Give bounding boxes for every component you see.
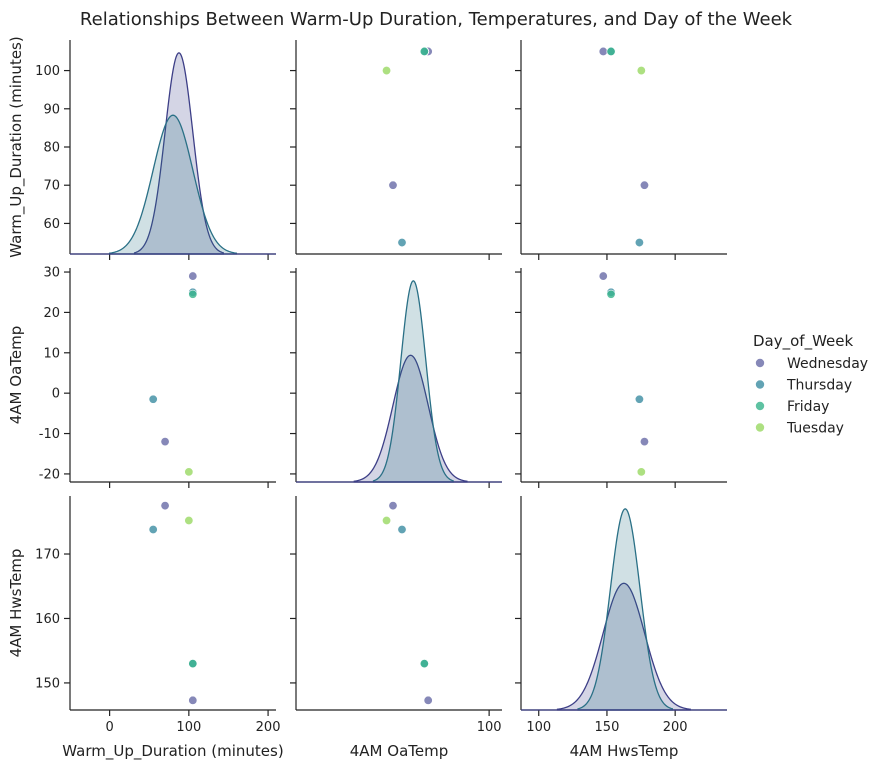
point-friday <box>606 46 616 56</box>
legend-title: Day_of_Week <box>753 332 853 351</box>
kde-thursday <box>108 114 238 255</box>
panel-0-2 <box>515 40 727 260</box>
legend-label-thursday: Thursday <box>786 378 852 394</box>
x-tick-label: 0 <box>105 720 113 735</box>
chart-title: Relationships Between Warm-Up Duration, … <box>80 9 793 30</box>
y-tick-label: 170 <box>35 548 60 563</box>
point-wednesday <box>639 437 649 447</box>
legend-marker-tuesday <box>755 423 765 432</box>
panel-1-2 <box>515 268 727 488</box>
panel-0-1 <box>290 40 502 260</box>
y-tick-label: 70 <box>43 179 60 194</box>
panel-1-1 <box>290 268 502 488</box>
point-wednesday <box>160 501 170 511</box>
point-wednesday <box>598 271 608 281</box>
y-axis-label-warm_up: Warm_Up_Duration (minutes) <box>7 36 26 257</box>
legend-label-friday: Friday <box>787 399 829 415</box>
y-tick-label: -10 <box>39 427 60 442</box>
legend-marker-thursday <box>755 380 765 389</box>
panel-2-2: 100 150 200 <box>515 496 727 735</box>
legend: Day_of_Week Wednesday Thursday Friday Tuesda… <box>753 332 868 437</box>
point-tuesday <box>382 515 392 525</box>
point-wednesday <box>388 180 398 190</box>
panel-1-0: -20 -10 0 10 20 30 <box>39 266 276 488</box>
point-tuesday <box>184 515 194 525</box>
point-wednesday <box>188 695 198 705</box>
legend-label-wednesday: Wednesday <box>787 356 868 372</box>
legend-marker-wednesday <box>755 358 765 368</box>
panel-2-1: 100 <box>290 496 502 735</box>
y-tick-label: -20 <box>39 467 60 482</box>
x-tick-label: 100 <box>526 720 551 735</box>
point-wednesday <box>639 180 649 190</box>
point-thursday <box>634 238 644 248</box>
x-tick-label: 200 <box>256 720 281 735</box>
kde-wednesday <box>556 582 691 711</box>
point-tuesday <box>636 467 646 477</box>
point-wednesday <box>188 271 198 281</box>
point-wednesday <box>388 501 398 511</box>
y-axis-label-oa_temp: 4AM OaTemp <box>7 326 25 425</box>
point-friday <box>188 659 198 669</box>
point-thursday <box>634 394 644 404</box>
y-tick-label: 30 <box>43 266 60 281</box>
y-tick-label: 160 <box>35 612 60 627</box>
point-friday <box>419 46 429 56</box>
x-axis-label-hws_temp: 4AM HwsTemp <box>570 742 679 760</box>
panel-2-0: 0 100 200 150 160 170 <box>35 496 280 735</box>
point-thursday <box>397 238 407 248</box>
kde-wednesday <box>353 354 468 483</box>
kde-thursday <box>577 508 674 711</box>
y-tick-label: 60 <box>43 217 60 232</box>
legend-marker-friday <box>755 401 765 411</box>
point-tuesday <box>382 66 392 76</box>
point-thursday <box>397 525 407 535</box>
point-thursday <box>148 525 158 535</box>
x-tick-label: 100 <box>477 720 502 735</box>
point-tuesday <box>636 66 646 76</box>
point-friday <box>606 289 616 299</box>
y-tick-label: 90 <box>43 102 60 117</box>
legend-label-tuesday: Tuesday <box>786 421 844 437</box>
y-tick-label: 10 <box>43 346 60 361</box>
point-friday <box>419 659 429 669</box>
panel-grid: 60 70 80 90 100 -20 -10 0 10 20 30 0 100 200 150 160 170… <box>7 36 727 761</box>
point-friday <box>188 289 198 299</box>
x-axis-label-oa_temp: 4AM OaTemp <box>350 742 449 760</box>
x-axis-label-warm_up: Warm_Up_Duration (minutes) <box>62 742 283 761</box>
y-tick-label: 150 <box>35 676 60 691</box>
panel-0-0: 60 70 80 90 100 <box>35 40 276 260</box>
x-tick-label: 200 <box>663 720 688 735</box>
kde-thursday <box>372 280 454 483</box>
x-tick-label: 100 <box>176 720 201 735</box>
y-tick-label: 80 <box>43 141 60 156</box>
point-tuesday <box>184 467 194 477</box>
point-wednesday <box>598 46 608 56</box>
y-tick-label: 0 <box>52 387 60 402</box>
x-tick-label: 150 <box>595 720 620 735</box>
y-tick-label: 100 <box>35 64 60 79</box>
point-thursday <box>148 394 158 404</box>
y-tick-label: 20 <box>43 306 60 321</box>
point-wednesday <box>160 437 170 447</box>
point-wednesday <box>423 695 433 705</box>
y-axis-label-hws_temp: 4AM HwsTemp <box>7 549 25 658</box>
